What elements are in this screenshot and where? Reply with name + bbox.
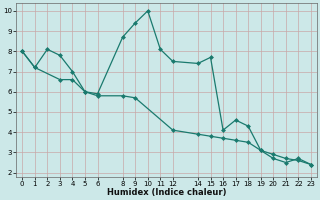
X-axis label: Humidex (Indice chaleur): Humidex (Indice chaleur) [107, 188, 226, 197]
